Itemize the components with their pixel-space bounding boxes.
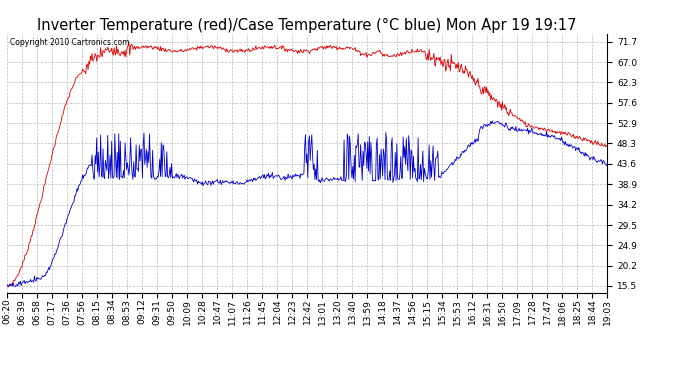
Title: Inverter Temperature (red)/Case Temperature (°C blue) Mon Apr 19 19:17: Inverter Temperature (red)/Case Temperat… [37, 18, 577, 33]
Text: Copyright 2010 Cartronics.com: Copyright 2010 Cartronics.com [10, 38, 130, 46]
